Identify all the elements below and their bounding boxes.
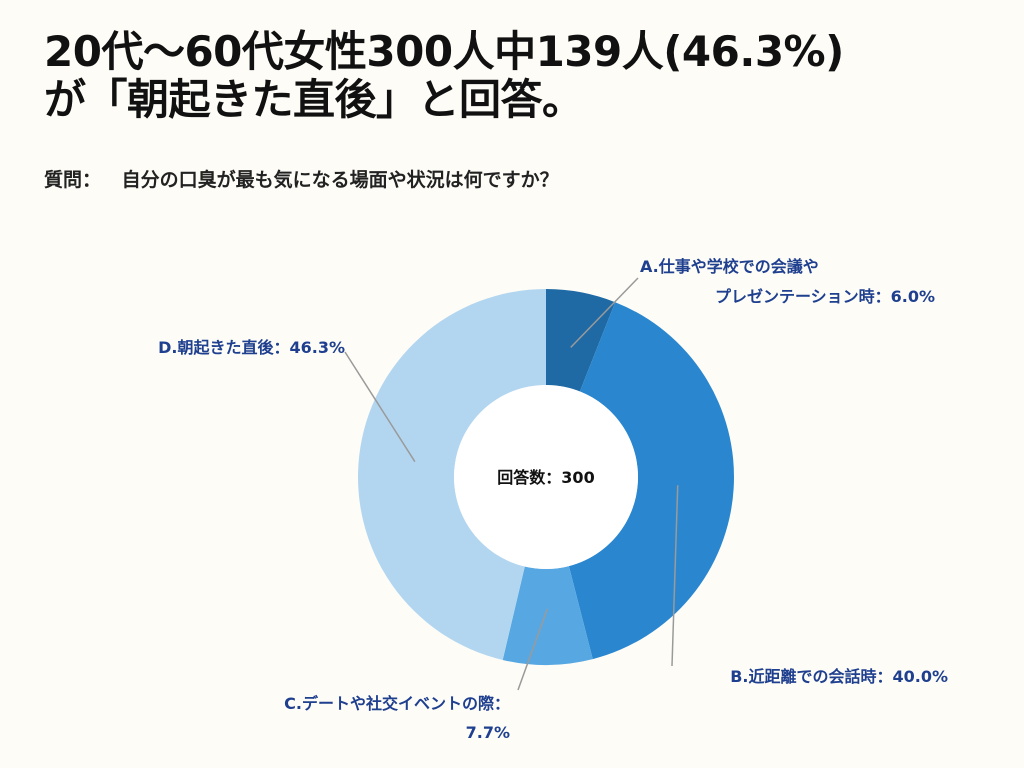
title-line-2: が「朝起きた直後」と回答。	[44, 75, 584, 124]
label-a-line-1: A.仕事や学校での会議や	[640, 257, 819, 276]
leader-line-b	[671, 485, 679, 667]
leader-line-c	[517, 608, 548, 691]
slices-group	[358, 289, 734, 665]
question-text: 自分の口臭が最も気になる場面や状況は何ですか？	[121, 169, 559, 191]
question: 質問： 自分の口臭が最も気になる場面や状況は何ですか？	[44, 168, 559, 192]
slice-a	[546, 289, 616, 392]
slice-c	[502, 566, 593, 665]
slice-d	[358, 289, 546, 660]
title-line-1: 20代〜60代女性300人中139人(46.3%)	[44, 27, 844, 76]
label-c-line-2: 7.7%	[466, 723, 510, 742]
label-c-line-1: C.デートや社交イベントの際：	[284, 694, 510, 713]
slice-b	[568, 302, 734, 660]
donut-hole	[454, 385, 638, 569]
label-a-line-2: プレゼンテーション時：6.0%	[715, 287, 935, 306]
question-prefix: 質問：	[44, 169, 102, 191]
center-label: 回答数：300	[497, 468, 594, 487]
chart-title: 20代〜60代女性300人中139人(46.3%) が「朝起きた直後」と回答。	[44, 28, 1004, 124]
leader-line-d	[344, 351, 416, 463]
leader-line-a	[570, 277, 639, 348]
label-b: B.近距離での会話時：40.0%	[730, 667, 948, 686]
leader-lines-group	[344, 277, 679, 691]
label-d: D.朝起きた直後：46.3%	[158, 338, 345, 357]
